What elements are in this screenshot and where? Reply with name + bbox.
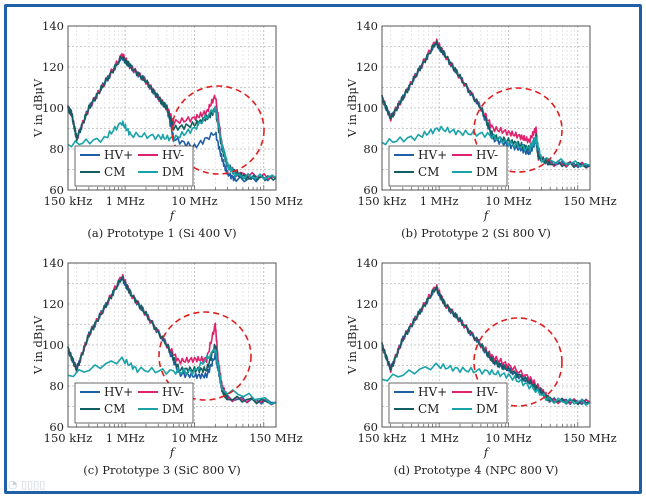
subplot-caption: (c) Prototype 3 (SiC 800 V) [83,463,241,477]
y-axis-label: V in dBμV [31,315,45,375]
y-tick-label: 60 [363,183,378,197]
x-tick-label: 1 MHz [420,431,459,445]
y-axis-label: V in dBμV [345,315,359,375]
subplot-d: 60 80 100 120 140 150 kHz 1 MHz 10 MHz 150 MHz f V… [345,256,617,477]
y-tick-label: 80 [49,379,64,393]
series-line-DM [381,125,591,168]
y-tick-label: 60 [49,420,64,434]
y-tick-label: 60 [49,183,64,197]
watermark: ◔ ▯▯▯▯ [8,478,46,491]
x-axis-label: f [169,208,176,222]
plot-area [381,262,591,428]
x-tick-label: 150 kHz [358,194,407,208]
x-tick-label: 150 kHz [44,194,93,208]
y-tick-label: 100 [42,101,64,115]
y-tick-label: 120 [42,60,64,74]
plot-area [67,262,277,428]
highlight-circle [473,87,563,173]
legend-box [74,382,194,424]
y-tick-label: 100 [356,338,378,352]
legend-label: HV- [162,148,184,162]
legend-label: HV- [162,385,184,399]
legend: HV+ HV- CM DM [74,382,194,424]
x-tick-label: 150 MHz [563,194,616,208]
y-tick-label: 80 [363,379,378,393]
x-tick-label: 150 MHz [563,431,616,445]
y-tick-label: 80 [363,142,378,156]
plot-area [67,25,277,191]
y-axis-label: V in dBμV [345,78,359,138]
highlight-circle [473,317,563,407]
series-line-CM [381,285,591,406]
y-tick-label: 80 [49,142,64,156]
subplot-b: 60 80 100 120 140 150 kHz 1 MHz 10 MHz 150 MHz f V… [345,19,617,240]
series-line-DM [67,349,277,405]
highlight-circle [171,85,265,175]
y-tick-label: 120 [42,297,64,311]
legend-label: CM [418,165,439,179]
legend: HV+ HV- CM DM [74,145,194,187]
y-tick-label: 100 [42,338,64,352]
y-tick-label: 120 [356,297,378,311]
figure-frame [4,4,642,494]
x-tick-label: 10 MHz [171,431,217,445]
plot-area [381,25,591,191]
legend-label: DM [476,165,498,179]
y-tick-label: 60 [363,420,378,434]
subplot-caption: (a) Prototype 1 (Si 400 V) [87,226,236,240]
x-tick-label: 150 kHz [44,431,93,445]
legend-label: DM [162,402,184,416]
y-tick-label: 140 [42,256,64,270]
highlight-circle [158,311,252,401]
legend-label: HV- [476,148,498,162]
series-line-DM [381,362,591,406]
legend-label: CM [104,165,125,179]
legend-label: HV+ [104,148,133,162]
x-tick-label: 1 MHz [420,194,459,208]
x-tick-label: 10 MHz [485,431,531,445]
legend: HV+ HV- CM DM [388,145,508,187]
y-tick-label: 120 [356,60,378,74]
legend-label: CM [418,402,439,416]
legend-label: HV+ [418,148,447,162]
x-axis-label: f [169,445,176,459]
legend: HV+ HV- CM DM [388,382,508,424]
legend-label: HV+ [104,385,133,399]
legend-box [388,382,508,424]
legend-label: DM [162,165,184,179]
y-axis-label: V in dBμV [31,78,45,138]
subplot-caption: (b) Prototype 2 (Si 800 V) [401,226,551,240]
x-tick-label: 1 MHz [106,194,145,208]
subplot-caption: (d) Prototype 4 (NPC 800 V) [394,463,559,477]
y-tick-label: 140 [356,19,378,33]
x-axis-label: f [483,445,490,459]
subplot-a: 60 80 100 120 140 150 kHz 1 MHz 10 MHz 150 MHz f V… [31,19,303,240]
legend-label: HV- [476,385,498,399]
x-tick-label: 10 MHz [485,194,531,208]
legend-label: HV+ [418,385,447,399]
legend-label: CM [104,402,125,416]
x-tick-label: 150 kHz [358,431,407,445]
series-line-DM [67,105,277,181]
x-axis-label: f [483,208,490,222]
x-tick-label: 150 MHz [249,194,302,208]
x-tick-label: 10 MHz [171,194,217,208]
legend-label: DM [476,402,498,416]
x-tick-label: 150 MHz [249,431,302,445]
y-tick-label: 140 [356,256,378,270]
subplot-c: 60 80 100 120 140 150 kHz 1 MHz 10 MHz 150 MHz f V… [31,256,303,477]
legend-box [74,145,194,187]
legend-box [388,145,508,187]
y-tick-label: 100 [356,101,378,115]
x-tick-label: 1 MHz [106,431,145,445]
y-tick-label: 140 [42,19,64,33]
